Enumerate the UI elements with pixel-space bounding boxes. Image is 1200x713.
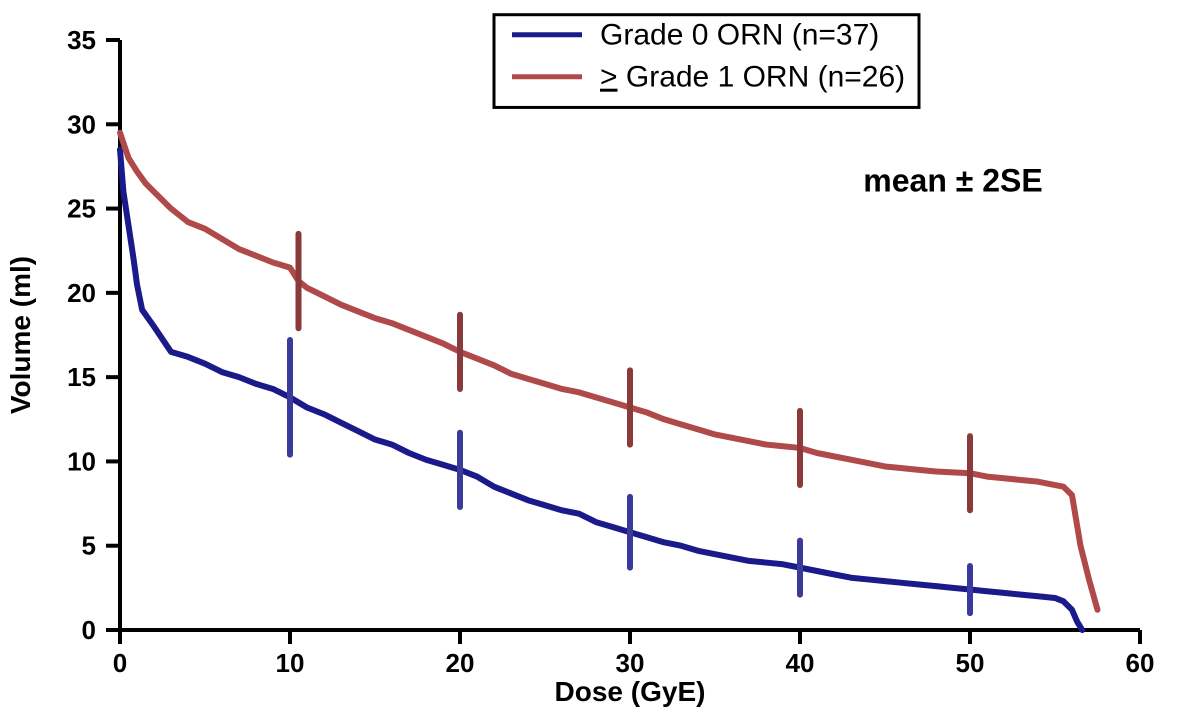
y-tick-label: 10 [67,446,96,476]
legend-label: > Grade 1 ORN (n=26) [600,61,905,94]
x-tick-label: 40 [786,648,815,678]
dose-volume-chart: 0 5 10 15 20 25 30 35 0 10 20 30 40 50 60 Dose (GyE) Vol… [0,0,1200,713]
x-tick-label: 20 [446,648,475,678]
x-tick-label: 0 [113,648,127,678]
x-tick-label: 30 [616,648,645,678]
y-tick-label: 30 [67,109,96,139]
x-tick-label: 10 [276,648,305,678]
legend-label: Grade 0 ORN (n=37) [600,19,879,52]
y-axis-label: Volume (ml) [5,256,36,414]
x-tick-label: 50 [956,648,985,678]
y-tick-label: 35 [67,25,96,55]
annotation-text: mean ± 2SE [863,163,1042,199]
y-tick-label: 15 [67,362,96,392]
chart-container: 0 5 10 15 20 25 30 35 0 10 20 30 40 50 60 Dose (GyE) Vol… [0,0,1200,713]
y-tick-label: 5 [82,531,96,561]
x-tick-label: 60 [1126,648,1155,678]
y-tick-label: 20 [67,278,96,308]
x-axis-label: Dose (GyE) [555,676,706,707]
y-tick-label: 0 [82,615,96,645]
y-tick-label: 25 [67,194,96,224]
